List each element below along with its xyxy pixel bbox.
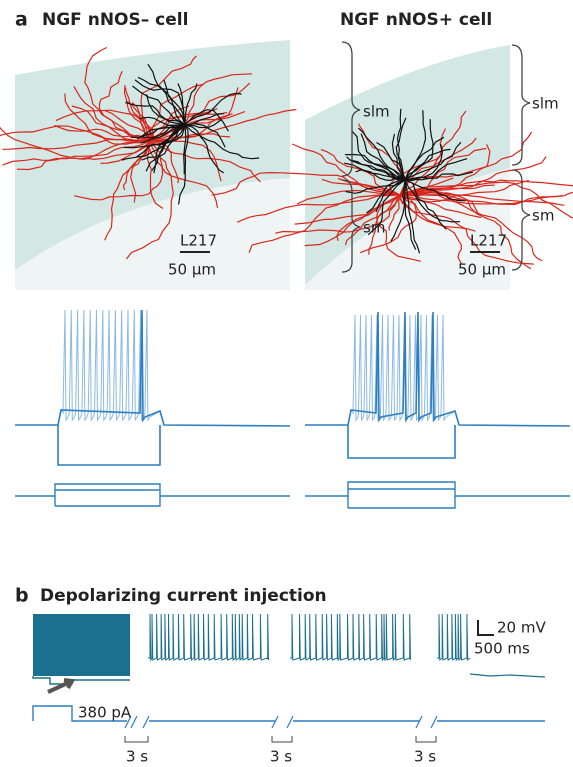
voltage-trace xyxy=(348,425,455,458)
gap-bracket xyxy=(125,736,436,742)
scale-bar-label: 50 µm xyxy=(458,261,506,279)
panel-title: Depolarizing current injection xyxy=(40,586,327,606)
panel-label: b xyxy=(15,585,29,607)
current-label: 380 pA xyxy=(78,704,132,722)
voltage-trace xyxy=(33,614,130,676)
brace xyxy=(512,170,530,270)
cell-title: NGF nNOS– cell xyxy=(42,10,188,30)
voltage-trace xyxy=(305,315,570,426)
voltage-trace xyxy=(15,310,290,426)
scale-time: 500 ms xyxy=(474,640,530,658)
gap-label: 3 s xyxy=(414,748,436,766)
scale-bar xyxy=(478,620,494,635)
layer-label: slm xyxy=(532,95,559,113)
arrow xyxy=(48,680,72,692)
gap-label: 3 s xyxy=(270,748,292,766)
voltage-trace xyxy=(33,676,130,684)
layer-label: sm xyxy=(532,207,554,225)
gap-label: 3 s xyxy=(126,748,148,766)
voltage-trace xyxy=(58,425,160,465)
break-mark xyxy=(125,716,437,728)
current-trace xyxy=(55,490,160,506)
scale-label: L217 xyxy=(180,232,217,250)
current-trace xyxy=(348,489,455,508)
voltage-trace xyxy=(15,310,290,426)
figure: a NGF nNOS– cell NGF nNOS+ cell slm sm s… xyxy=(0,0,573,767)
cell-title: NGF nNOS+ cell xyxy=(340,10,492,30)
voltage-trace xyxy=(437,614,470,660)
scale-label: L217 xyxy=(470,232,507,250)
voltage-trace xyxy=(148,614,269,660)
panel-label: a xyxy=(15,9,28,31)
voltage-trace xyxy=(290,614,411,660)
brace xyxy=(512,45,530,165)
layer-label: sm xyxy=(363,219,385,237)
layer-label: slm xyxy=(363,103,390,121)
scale-bar-label: 50 µm xyxy=(168,261,216,279)
scale-voltage: 20 mV xyxy=(497,619,546,637)
voltage-trace xyxy=(470,674,545,677)
